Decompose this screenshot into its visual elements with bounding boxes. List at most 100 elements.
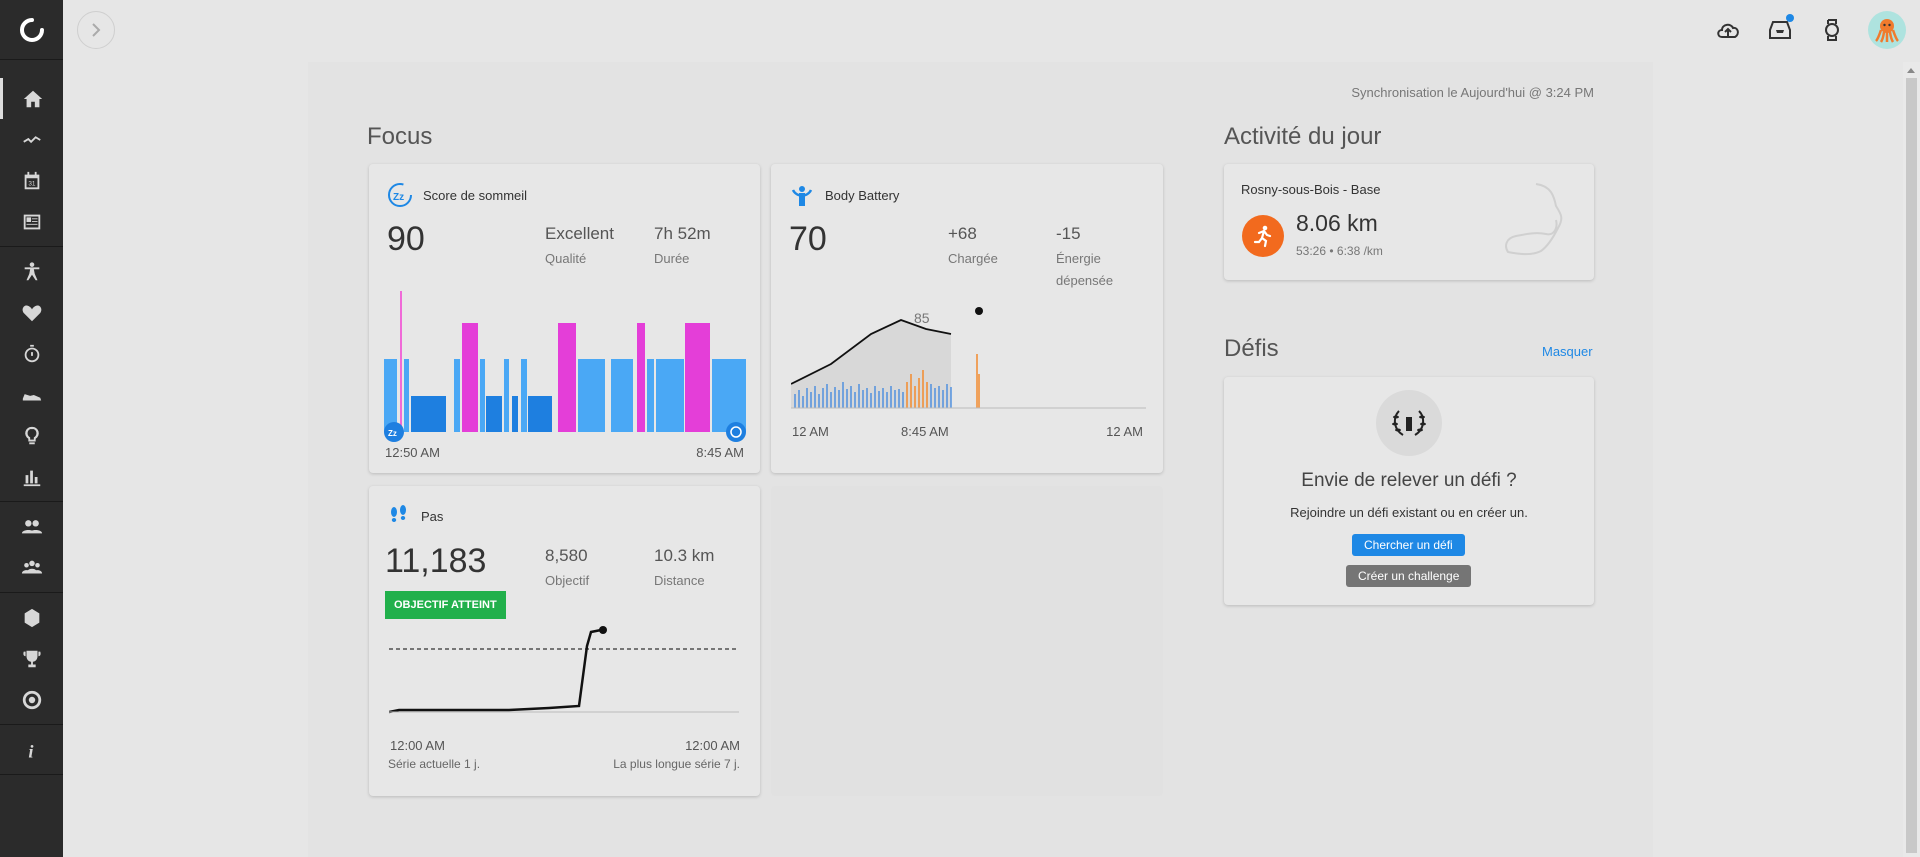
sidebar-item-info[interactable]: i [0, 729, 63, 770]
sleep-icon: Zz [388, 183, 412, 207]
bar-chart-icon [23, 470, 40, 486]
sidebar-item-reports[interactable] [0, 456, 63, 497]
sleep-end-time: 8:45 AM [696, 445, 744, 460]
laurel-icon [1376, 390, 1442, 456]
notification-dot [1786, 14, 1794, 22]
steps-card-title: Pas [421, 508, 444, 524]
sync-status: Synchronisation le Aujourd'hui @ 3:24 PM [1351, 85, 1594, 100]
sidebar-item-calendar[interactable]: 31 [0, 160, 63, 201]
activity-name: Rosny-sous-Bois - Base [1241, 182, 1381, 197]
battery-card-header: Body Battery [789, 182, 899, 208]
expand-sidebar-button[interactable] [77, 11, 115, 49]
battery-x-label-end: 12 AM [1106, 424, 1143, 439]
sleep-quality-value: Excellent [545, 224, 614, 243]
activity-details: 53:26 • 6:38 /km [1296, 244, 1383, 258]
sidebar-item-challenges[interactable] [0, 638, 63, 679]
battery-x-label-start: 12 AM [792, 424, 829, 439]
info-icon: i [28, 741, 34, 761]
battery-x-label-mid: 8:45 AM [901, 424, 949, 439]
user-avatar[interactable] [1868, 11, 1906, 49]
body-battery-card[interactable]: Body Battery 70 +68 Chargée -15 Énergie … [771, 164, 1163, 473]
people-icon [21, 519, 42, 533]
goal-reached-badge: OBJECTIF ATTEINT [385, 591, 506, 619]
challenges-heading: Envie de relever un défi ? [1301, 470, 1517, 491]
sleep-score-value: 90 [387, 220, 425, 258]
scroll-up-icon[interactable] [1907, 68, 1915, 73]
calendar-icon: 31 [24, 171, 39, 189]
sleep-stages-chart: Zz [384, 291, 746, 442]
empty-card-slot [771, 486, 1163, 796]
badge-icon [24, 608, 39, 627]
chevron-right-icon [92, 23, 101, 37]
footsteps-icon [391, 505, 406, 522]
sleep-quality-label: Qualité [545, 251, 587, 266]
steps-card-header: Pas [387, 504, 443, 528]
steps-card[interactable]: Pas 11,183 OBJECTIF ATTEINT 8,580 Object… [369, 486, 760, 796]
create-challenge-button[interactable]: Créer un challenge [1346, 565, 1472, 587]
page-scrollbar[interactable] [1903, 62, 1920, 857]
svg-text:Zz: Zz [393, 192, 404, 203]
sleep-score-card[interactable]: Zz Score de sommeil 90 Excellent Qualité… [369, 164, 760, 473]
sidebar-item-news[interactable] [0, 201, 63, 242]
battery-card-title: Body Battery [825, 187, 900, 203]
inbox-button[interactable] [1764, 10, 1796, 50]
garmin-logo[interactable] [0, 0, 63, 60]
svg-text:31: 31 [28, 180, 36, 187]
sleep-duration-value: 7h 52m [654, 224, 711, 243]
sidebar-item-groups[interactable] [0, 547, 63, 588]
svg-text:Zz: Zz [388, 429, 397, 438]
upload-button[interactable] [1712, 10, 1744, 50]
body-battery-chart [791, 307, 1146, 409]
inbox-icon [1769, 21, 1791, 39]
sidebar-item-training[interactable] [0, 333, 63, 374]
newsfeed-icon [23, 214, 40, 229]
sidebar: 31 i [0, 0, 63, 857]
battery-spent-label-1: Énergie [1056, 251, 1101, 266]
activity-distance: 8.06 km [1296, 210, 1378, 236]
sidebar-item-insights[interactable] [0, 415, 63, 456]
hide-challenges-link[interactable]: Masquer [1542, 344, 1593, 359]
battery-charged-value: +68 [948, 224, 977, 243]
challenges-title: Défis [1224, 335, 1279, 362]
home-icon [23, 90, 43, 107]
sidebar-item-goals[interactable] [0, 679, 63, 720]
sleep-card-header: Zz Score de sommeil [387, 182, 527, 208]
activity-card[interactable]: Rosny-sous-Bois - Base 8.06 km 53:26 • 6… [1224, 164, 1594, 280]
target-icon [22, 690, 41, 709]
heart-icon [22, 305, 41, 321]
steps-value: 11,183 [385, 542, 487, 580]
longest-streak: La plus longue série 7 j. [613, 757, 740, 771]
lightbulb-icon [24, 426, 39, 444]
sidebar-item-connections[interactable] [0, 506, 63, 547]
sidebar-item-gear[interactable] [0, 374, 63, 415]
stopwatch-icon [24, 344, 39, 362]
steps-end-time: 12:00 AM [685, 738, 740, 753]
cloud-upload-icon [1717, 23, 1739, 38]
sleep-start-time: 12:50 AM [385, 445, 440, 460]
battery-spent-label-2: dépensée [1056, 273, 1114, 288]
battery-value: 70 [789, 220, 827, 258]
watch-icon [1825, 19, 1839, 41]
activity-route-map [1505, 183, 1563, 256]
activity-title: Activité du jour [1224, 123, 1382, 150]
sidebar-item-badges[interactable] [0, 597, 63, 638]
steps-goal-value: 8,580 [545, 546, 588, 565]
challenges-text: Rejoindre un défi existant ou en créer u… [1290, 505, 1528, 520]
battery-charged-label: Chargée [948, 251, 998, 266]
steps-start-time: 12:00 AM [390, 738, 445, 753]
shoe-icon [22, 393, 41, 400]
sidebar-item-home[interactable] [0, 78, 63, 119]
battery-spent-value: -15 [1056, 224, 1081, 243]
sidebar-item-activities[interactable] [0, 119, 63, 160]
sidebar-item-performance[interactable] [0, 251, 63, 292]
sidebar-item-health[interactable] [0, 292, 63, 333]
device-button[interactable] [1816, 10, 1848, 50]
sleep-duration-label: Durée [654, 251, 690, 266]
search-challenge-button[interactable]: Chercher un défi [1352, 534, 1465, 556]
octopus-avatar-icon [1875, 19, 1899, 43]
running-icon [1242, 215, 1284, 257]
steps-goal-label: Objectif [545, 573, 590, 588]
scroll-thumb[interactable] [1906, 78, 1917, 853]
focus-title: Focus [367, 123, 433, 150]
topbar [63, 0, 1920, 60]
